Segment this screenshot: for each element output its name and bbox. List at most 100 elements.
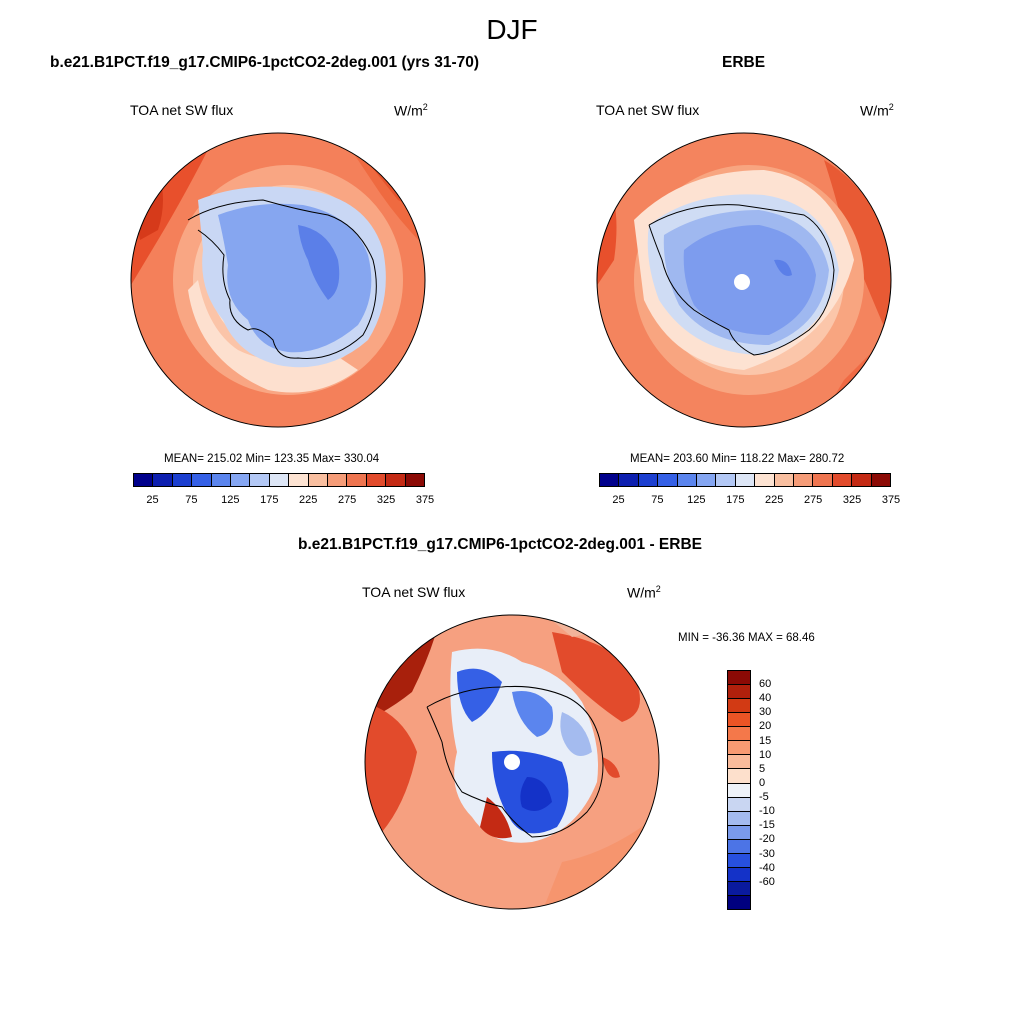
panel2-colorbar-cell [697, 474, 717, 486]
panel2-colorbar-tick-label: 225 [765, 494, 784, 506]
panel2-colorbar-tick-label: 375 [881, 494, 901, 506]
panel2-colorbar-cell [755, 474, 775, 486]
panel2-colorbar-cell [716, 474, 736, 486]
figure-title: DJF [486, 14, 538, 45]
panel1-colorbar-cell [269, 474, 290, 486]
panel3-colorbar-cell [728, 825, 750, 840]
panel3-colorbar-cell [728, 797, 750, 812]
panel2-title: ERBE [722, 54, 766, 71]
panel1-colorbar-cell [386, 474, 406, 486]
panel2-colorbar-cell [677, 474, 698, 486]
panel3-colorbar-cell [728, 727, 750, 742]
panel3-colorbar-tick-label: -15 [759, 819, 775, 832]
panel2-colorbar-cell [774, 474, 795, 486]
panel3-colorbar-cell [728, 839, 750, 854]
panel1-colorbar-cell [192, 474, 212, 486]
panel1-colorbar-tick-label: 225 [299, 494, 318, 506]
panel2-colorbar-cell [735, 474, 756, 486]
panel1-colorbar-tick-label: 125 [221, 494, 240, 506]
panel1-colorbar-cell [347, 474, 367, 486]
panel3-colorbar-cell [728, 896, 750, 910]
panel3-map [364, 614, 660, 910]
panel2-colorbar-cell [638, 474, 659, 486]
panel1-colorbar-cell [172, 474, 193, 486]
panel3-stats: MIN = -36.36 MAX = 68.46 [678, 632, 815, 644]
panel3-colorbar-cell [728, 699, 750, 714]
panel3-colorbar-cell [728, 853, 750, 868]
panel3-colorbar-tick-label: 20 [759, 720, 772, 733]
panel3-colorbar-cell [728, 867, 750, 882]
panel3-colorbar-cell [728, 783, 750, 798]
panel2-colorbar-tick-label: 275 [803, 494, 823, 506]
panel1-colorbar-cell [211, 474, 232, 486]
panel3-colorbar-tick-label: 30 [759, 706, 772, 719]
panel1-colorbar-tick-label: 275 [337, 494, 357, 506]
panel3-colorbar-tick-label: -60 [759, 875, 775, 888]
panel3-colorbar-tick-label: 60 [759, 678, 772, 691]
panel1-variable: TOA net SW flux [130, 102, 234, 118]
panel1-colorbar-ticks: 25 75 125 175 225 275 325 375 [133, 494, 434, 508]
panel1-colorbar-tick-label: 375 [415, 494, 435, 506]
panel2-colorbar-cell [600, 474, 620, 486]
panel1-colorbar-cell [328, 474, 348, 486]
panel2-colorbar-cell [619, 474, 639, 486]
panel2-map [596, 132, 892, 428]
panel1-colorbar [133, 473, 425, 487]
panel1-colorbar-tick-label: 175 [260, 494, 279, 506]
panel2-colorbar-cell [658, 474, 678, 486]
panel2-colorbar-cell [813, 474, 833, 486]
panel1-colorbar-tick-label: 325 [376, 494, 396, 506]
panel3-colorbar-cell [728, 685, 750, 700]
panel2-colorbar-tick-label: 325 [842, 494, 862, 506]
panel1-colorbar-cell [250, 474, 270, 486]
panel3-colorbar-cell [728, 811, 750, 826]
panel3-colorbar-cell [728, 769, 750, 784]
panel3-colorbar-tick-label: -5 [759, 791, 769, 804]
panel2-colorbar-cell [794, 474, 814, 486]
panel3-colorbar-cell [728, 713, 750, 728]
panel1-colorbar-cell [308, 474, 329, 486]
panel2-colorbar-cell [832, 474, 853, 486]
panel3-colorbar-cell [728, 755, 750, 770]
panel1-colorbar-tick-label: 25 [146, 494, 159, 506]
panel2-colorbar-ticks: 25 75 125 175 225 275 325 375 [599, 494, 900, 508]
panel3-colorbar-tick-label: 0 [759, 776, 766, 789]
panel1-stats: MEAN= 215.02 Min= 123.35 Max= 330.04 [164, 453, 380, 465]
panel3-colorbar-cell [728, 881, 750, 896]
panel2-colorbar [599, 473, 891, 487]
panel3-colorbar-cell [728, 741, 750, 756]
panel3-title: b.e21.B1PCT.f19_g17.CMIP6-1pctCO2-2deg.0… [298, 536, 702, 553]
panel1-colorbar-cell [134, 474, 154, 486]
panel3-colorbar-ticks: 60 40 30 20 15 10 5 0 -5 -10 -15 -20 -30 -40 -60 [759, 670, 799, 910]
panel3-colorbar [727, 670, 751, 910]
panel1-colorbar-cell [231, 474, 251, 486]
panel1-colorbar-tick-label: 75 [185, 494, 198, 506]
panel3-colorbar-tick-label: 15 [759, 734, 772, 747]
panel2-variable: TOA net SW flux [596, 102, 700, 118]
panel2-colorbar-tick-label: 175 [726, 494, 745, 506]
panel2-colorbar-tick-label: 25 [612, 494, 625, 506]
panel3-colorbar-tick-label: -30 [759, 847, 775, 860]
panel3-colorbar-cell [728, 671, 750, 686]
panel2-colorbar-tick-label: 75 [651, 494, 664, 506]
panel2-stats: MEAN= 203.60 Min= 118.22 Max= 280.72 [630, 453, 845, 465]
panel2-colorbar-cell [852, 474, 872, 486]
panel1-colorbar-cell [289, 474, 309, 486]
panel3-colorbar-tick-label: -10 [759, 805, 775, 818]
panel3-colorbar-tick-label: 40 [759, 692, 772, 705]
panel3-colorbar-tick-label: 5 [759, 762, 766, 775]
panel1-colorbar-cell [405, 474, 425, 486]
panel3-colorbar-tick-label: -20 [759, 833, 775, 846]
panel3-units: W/m2 [627, 584, 661, 601]
panel3-colorbar-tick-label: 10 [759, 748, 772, 761]
panel2-colorbar-cell [871, 474, 891, 486]
panel1-colorbar-cell [153, 474, 173, 486]
panel3-colorbar-tick-label: -40 [759, 861, 775, 874]
panel3-variable: TOA net SW flux [362, 584, 466, 600]
panel2-colorbar-tick-label: 125 [687, 494, 706, 506]
panel1-colorbar-cell [366, 474, 387, 486]
panel1-title: b.e21.B1PCT.f19_g17.CMIP6-1pctCO2-2deg.0… [50, 54, 480, 71]
panel1-units: W/m2 [394, 102, 428, 119]
panel2-units: W/m2 [860, 102, 894, 119]
panel1-map [130, 132, 426, 428]
